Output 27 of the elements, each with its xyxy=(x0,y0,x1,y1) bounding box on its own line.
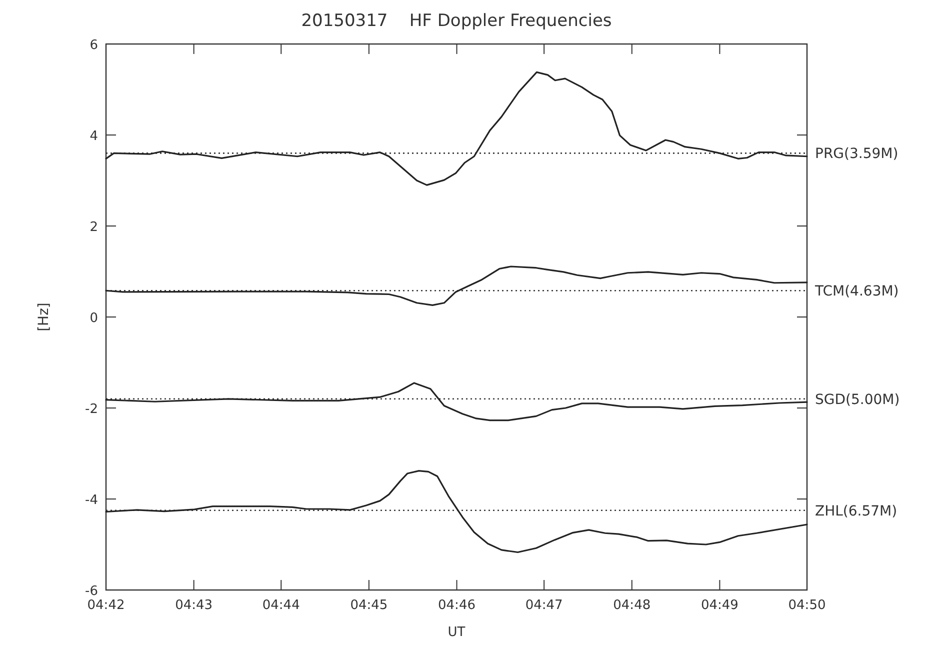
line-series xyxy=(105,382,808,422)
ref-line-label: SGD(5.00M) xyxy=(815,392,900,408)
x-tick-label: 04:44 xyxy=(262,598,300,613)
ref-line-label: TCM(4.63M) xyxy=(814,284,899,300)
y-tick-label: 4 xyxy=(90,129,98,144)
x-tick-label: 04:50 xyxy=(788,598,826,613)
y-tick-label: -6 xyxy=(85,584,98,599)
ref-line-label: PRG(3.59M) xyxy=(815,146,898,162)
line-series xyxy=(105,470,808,554)
x-tick-label: 04:49 xyxy=(700,598,738,613)
y-tick-label: -2 xyxy=(85,402,98,417)
y-tick-label: 0 xyxy=(90,311,98,326)
line-series xyxy=(105,266,808,306)
chart-title: 20150317 HF Doppler Frequencies xyxy=(301,11,612,31)
x-tick-label: 04:47 xyxy=(525,598,563,613)
x-tick-label: 04:45 xyxy=(350,598,388,613)
x-tick-label: 04:42 xyxy=(87,598,125,613)
y-tick-label: 6 xyxy=(90,38,98,53)
x-tick-label: 04:43 xyxy=(175,598,213,613)
y-axis-title: [Hz] xyxy=(36,302,52,332)
line-series xyxy=(105,71,808,186)
x-tick-label: 04:48 xyxy=(613,598,651,613)
y-tick-label: 2 xyxy=(90,220,98,235)
y-tick-label: -4 xyxy=(85,493,98,508)
ref-line-label: ZHL(6.57M) xyxy=(815,503,898,520)
x-tick-label: 04:46 xyxy=(438,598,476,613)
x-axis-title: UT xyxy=(448,625,466,640)
